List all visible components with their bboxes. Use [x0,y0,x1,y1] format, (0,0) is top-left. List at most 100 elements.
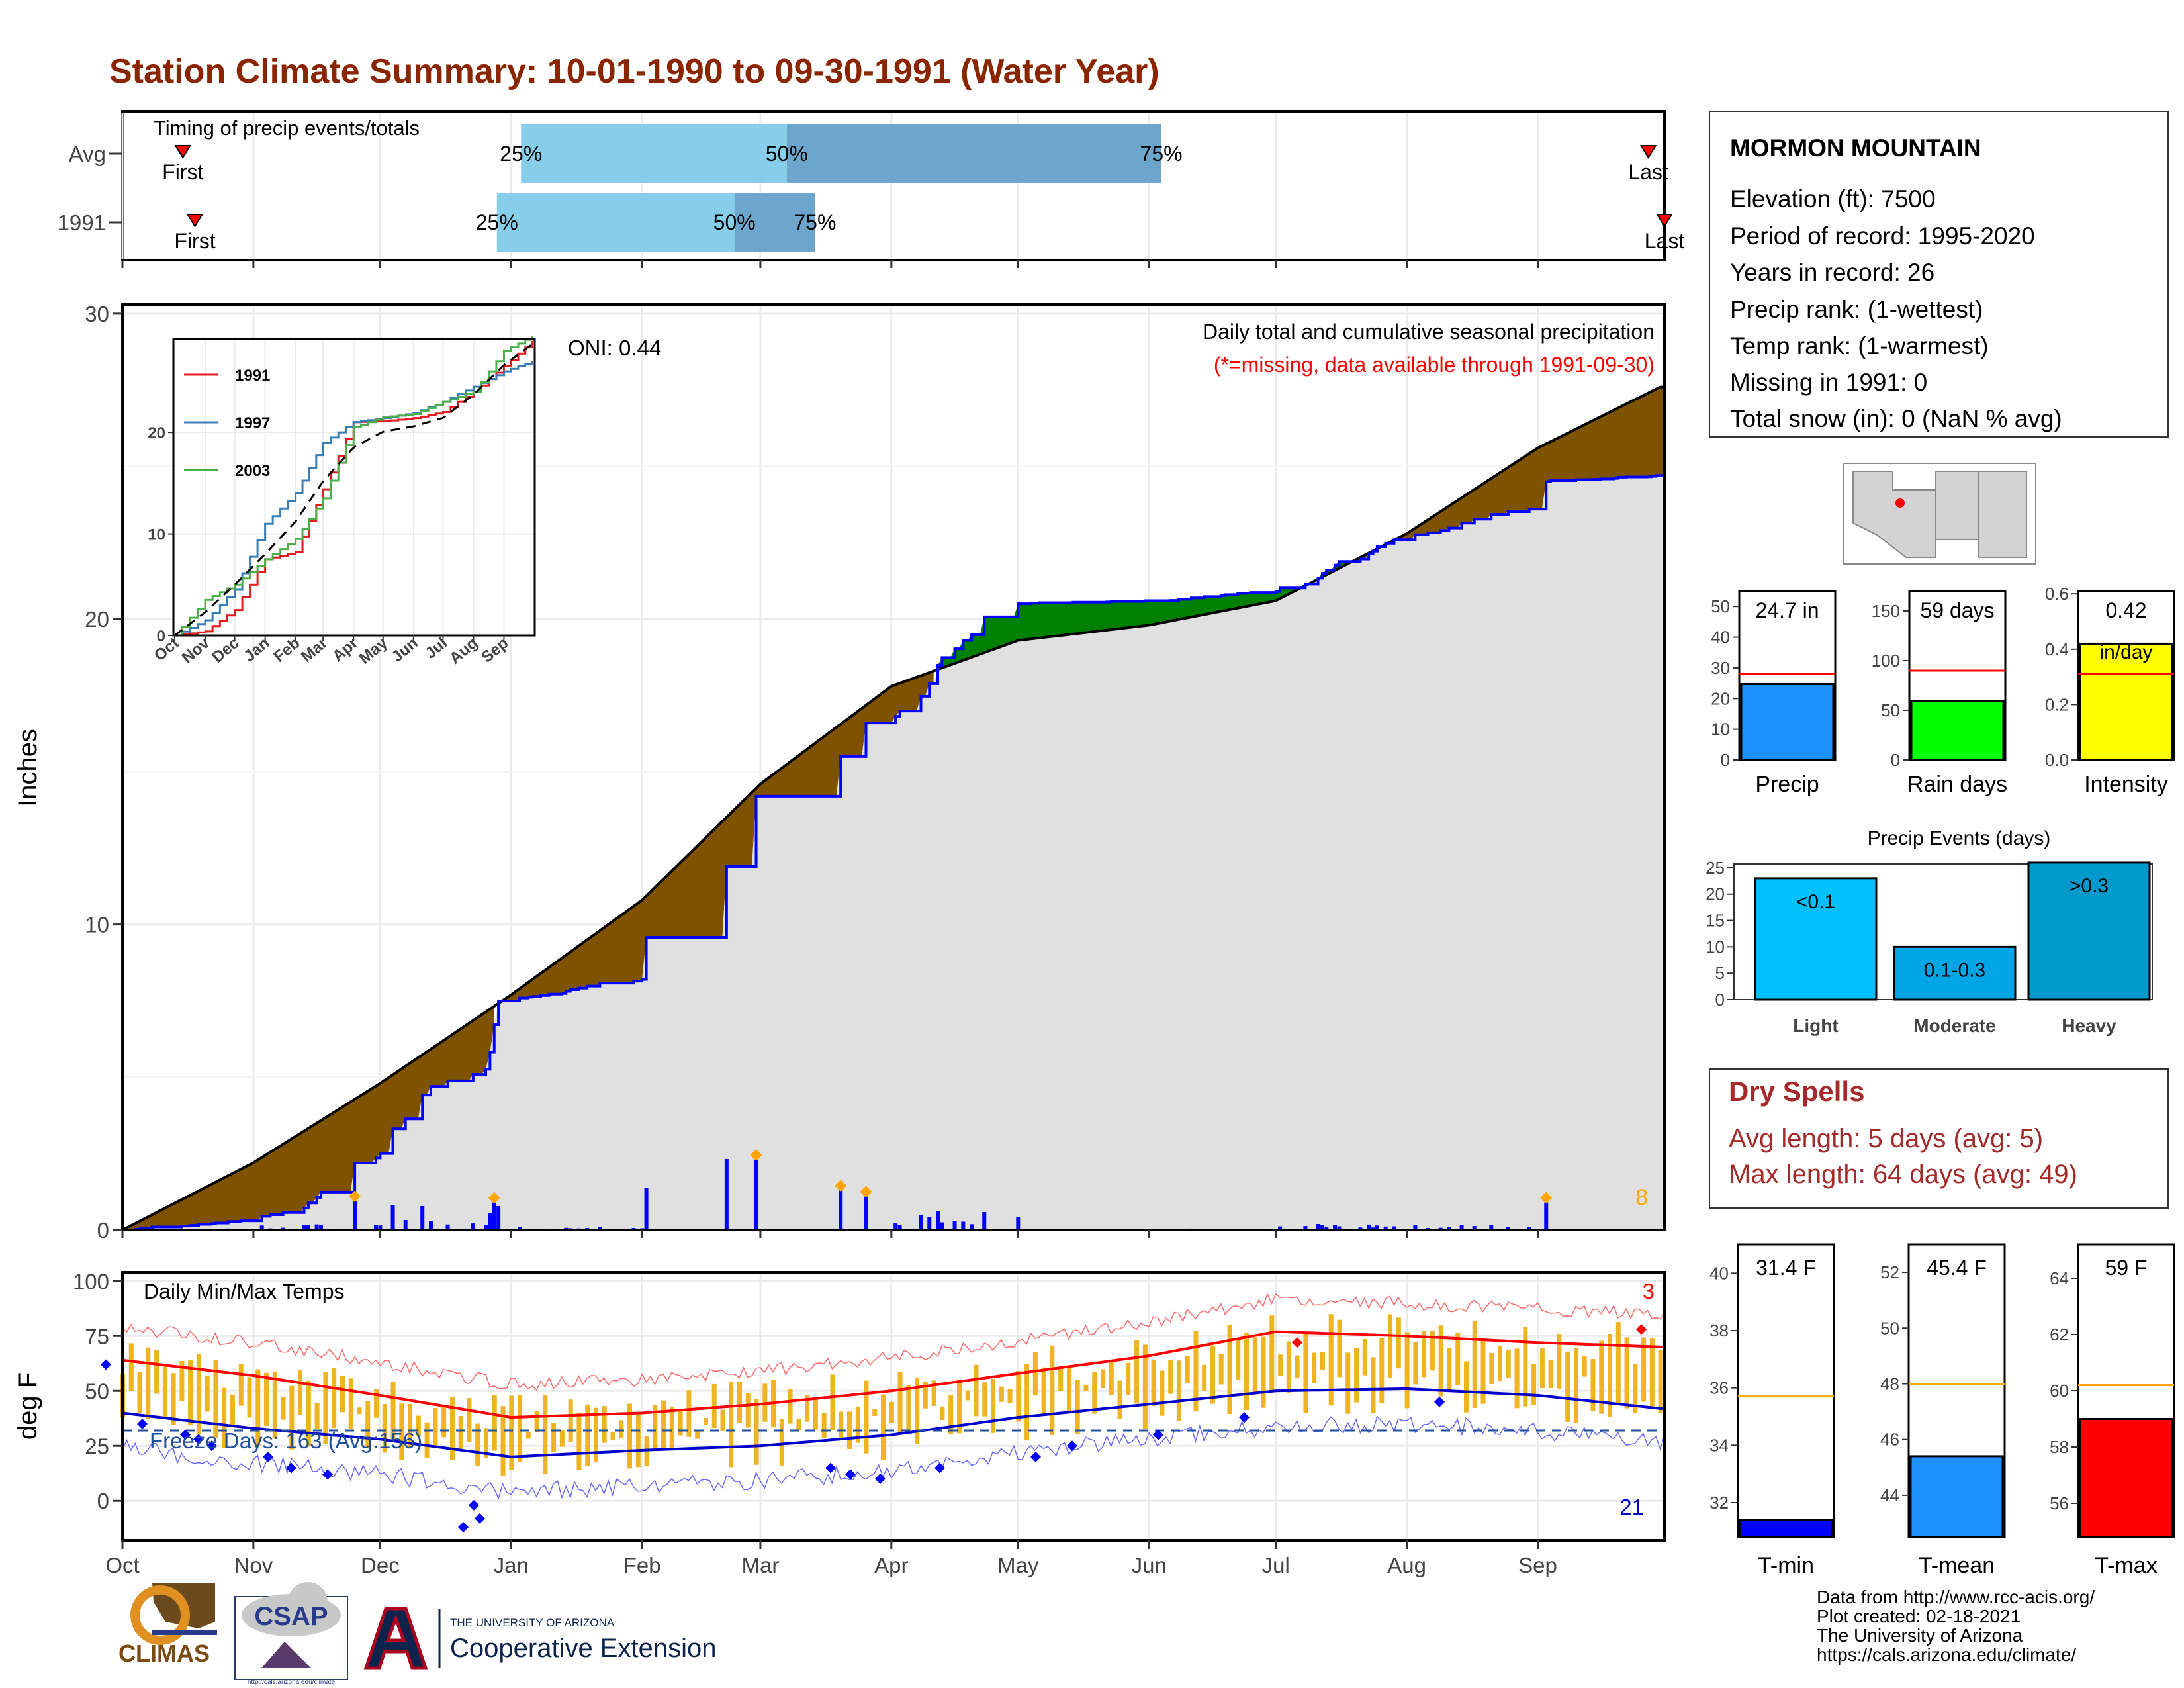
daily-temp-bar [805,1394,810,1422]
inset-ytick-label-20: 20 [148,424,165,442]
figure-title: Station Climate Summary: 10-01-1990 to 0… [109,52,1160,91]
block-a-icon [363,1607,428,1670]
temp-ytick-label-25: 25 [85,1434,109,1458]
daily-temp-bar [1362,1338,1367,1376]
dry-spells-avg: Avg length: 5 days (avg: 5) [1729,1124,2043,1153]
temp-ytick-label-75: 75 [85,1324,109,1348]
daily-temp-bar [1160,1370,1165,1416]
daily-temp-bar [1641,1337,1647,1402]
daily-precip-bar [970,1224,974,1230]
daily-temp-bar [788,1389,793,1424]
precip-ytick-label-20: 20 [85,607,109,632]
precip-events-range-Moderate: 0.1-0.3 [1924,959,1985,981]
x-tick-label-Jul: Jul [1262,1553,1290,1577]
daily-precip-bar [374,1225,379,1230]
summary-tick-label-Precip: 30 [1711,658,1730,678]
daily-temp-bar [357,1407,362,1415]
daily-temp-bar [1548,1359,1553,1389]
inset-ytick-label-10: 10 [148,526,165,544]
daily-temp-bar [1050,1345,1055,1435]
daily-temp-bar [897,1372,903,1435]
daily-temp-bar [1455,1333,1461,1385]
daily-temp-bar [839,1411,844,1440]
summary-bar-Rain days [1910,700,2005,761]
daily-temp-bar [1337,1319,1342,1378]
daily-precip-bar [471,1223,475,1230]
precip-events-tick-label: 25 [1706,858,1725,878]
daily-temp-bar [1252,1337,1257,1393]
timing-row-avg-label: Avg [69,142,106,166]
precip-events-bar-Light [1754,877,1878,1001]
daily-precip-bar [1506,1227,1510,1230]
daily-temp-bar [525,1432,531,1439]
temp-summary-tick-label-T-mean: 46 [1880,1430,1899,1450]
precip-ytick-label-30: 30 [85,302,109,326]
hot-days-count: 3 [1643,1279,1655,1303]
station-name: MORMON MOUNTAIN [1730,134,1981,162]
daily-temp-bar [931,1380,936,1406]
daily-temp-bar [1007,1389,1013,1404]
extreme-precip-marker [835,1180,847,1192]
station-line-1: Elevation (ft): 7500 [1730,185,1936,212]
temp-summary-tick-label-T-min: 32 [1709,1493,1729,1513]
daily-temp-bar [289,1385,295,1450]
daily-precip-bar [961,1221,966,1230]
daily-temp-bar [416,1415,421,1437]
temp-record-low-marker [934,1462,945,1474]
daily-temp-bar [1590,1358,1596,1411]
temp-summary-box-T-min [1737,1243,1835,1538]
precip-events-tick-label: 0 [1715,990,1725,1009]
daily-temp-bar [314,1403,320,1429]
csap-url: http://cals.arizona.edu/climate [248,1679,336,1686]
csap-logo-text: CSAP [254,1602,328,1631]
daily-temp-bar [1498,1345,1503,1382]
daily-temp-bar [1557,1334,1562,1389]
x-tick-label-Nov: Nov [234,1553,273,1577]
university-of-arizona-logo: THE UNIVERSITY OF ARIZONA Cooperative Ex… [363,1607,716,1670]
daily-temp-bar [568,1399,573,1442]
daily-temp-bar [323,1372,328,1444]
inset-legend-label-2003: 2003 [235,462,270,480]
daily-precip-bar [302,1225,306,1230]
daily-precip-bar [598,1227,602,1230]
daily-precip-bar [496,1205,501,1230]
x-tick-label-Mar: Mar [741,1553,779,1577]
temp-record-low-marker [475,1513,485,1524]
timing-marker-last-Avg [1639,145,1657,159]
temp-record-marker [322,1469,333,1480]
daily-precip-bar [936,1211,940,1230]
timing-label-p50-Avg: 50% [766,142,808,165]
timing-label-first-Avg: First [162,160,203,184]
daily-temp-bar [1126,1362,1131,1395]
daily-temp-bar [179,1360,185,1401]
daily-temp-bar [1573,1348,1578,1423]
daily-temp-bar [940,1406,945,1421]
summary-tick-label-Precip: 50 [1711,596,1730,616]
daily-temp-bar [559,1430,565,1447]
station-line-4: Precip rank: (1-wettest) [1730,296,1983,323]
daily-precip-bar [259,1225,264,1230]
station-line-7: Total snow (in): 0 (NaN % avg) [1730,405,2062,432]
summary-value-Rain days: 59 days [1920,598,1994,622]
daily-temp-bar [711,1383,717,1429]
daily-temp-bar [408,1403,413,1448]
daily-precip-bar [724,1158,729,1230]
daily-temp-bar [1185,1356,1190,1384]
summary-tick-label-Precip: 20 [1711,688,1730,708]
daily-temp-bar [1278,1354,1283,1376]
timing-marker-last-1991 [1656,214,1673,228]
daily-temp-bar [956,1379,962,1434]
x-tick-label-May: May [997,1553,1039,1577]
temp-record-low-marker [1239,1412,1250,1423]
daily-temp-bar [475,1423,480,1466]
daily-temp-bar [1523,1327,1528,1407]
temp-summary-tick-label-T-min: 34 [1709,1435,1729,1455]
daily-precip-bar [483,1225,488,1230]
precip-events-tick-label: 10 [1706,937,1725,957]
temp-summary-tick-label-T-min: 38 [1709,1321,1729,1340]
temp-record-low-marker [469,1499,479,1511]
daily-temp-bar [1168,1360,1173,1394]
daily-temp-bar [1151,1360,1156,1406]
daily-precip-bar [919,1215,923,1230]
daily-temp-bar [1202,1364,1207,1391]
